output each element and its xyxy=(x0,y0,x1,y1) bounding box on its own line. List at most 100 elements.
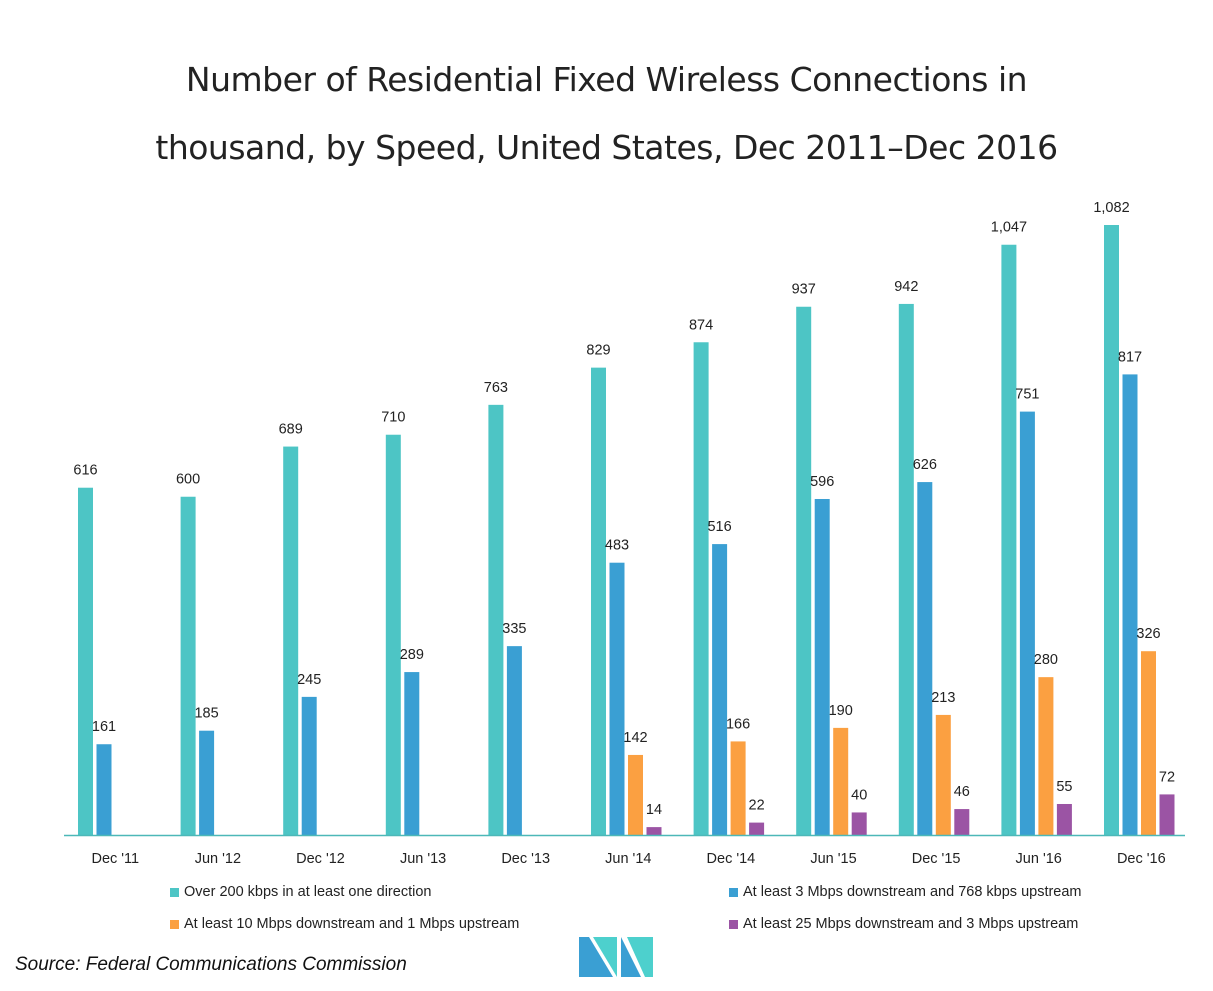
data-label: 142 xyxy=(623,730,647,746)
legend-item-3-mbps: At least 3 Mbps downstream and 768 kbps … xyxy=(729,884,1082,900)
legend-label: At least 25 Mbps downstream and 3 Mbps u… xyxy=(743,916,1079,932)
data-label: 22 xyxy=(749,798,765,814)
bar xyxy=(199,730,215,835)
legend-swatch xyxy=(170,919,179,929)
data-label: 874 xyxy=(689,317,713,333)
data-label: 72 xyxy=(1159,769,1175,785)
legend-item-10-mbps: At least 10 Mbps downstream and 1 Mbps u… xyxy=(170,916,519,932)
legend-swatch xyxy=(729,919,738,929)
data-label: 596 xyxy=(810,474,834,490)
legend-item-over-200-kbps: Over 200 kbps in at least one direction xyxy=(170,884,431,900)
logo-left-shape xyxy=(579,937,613,977)
logo-middle-shape xyxy=(593,937,617,977)
data-label: 280 xyxy=(1034,652,1058,668)
bar xyxy=(1104,225,1119,835)
bar xyxy=(749,822,765,835)
data-label: 166 xyxy=(726,716,750,732)
bar xyxy=(851,812,867,835)
bar xyxy=(712,544,728,835)
data-label: 710 xyxy=(381,410,405,426)
data-label: 245 xyxy=(297,672,321,688)
bar xyxy=(301,696,317,835)
bar xyxy=(730,741,746,835)
bar xyxy=(628,754,643,835)
x-tick-label: Dec '15 xyxy=(912,851,961,867)
bar xyxy=(1141,651,1156,835)
bar xyxy=(898,303,914,835)
data-label: 46 xyxy=(954,784,970,800)
bar xyxy=(1159,794,1175,835)
bar xyxy=(1056,803,1072,835)
x-tick-label: Jun '16 xyxy=(1016,851,1062,867)
bar xyxy=(1019,411,1035,835)
data-label: 763 xyxy=(484,380,508,396)
data-label: 817 xyxy=(1118,349,1142,365)
bar xyxy=(591,367,606,835)
x-tick-label: Jun '14 xyxy=(605,851,651,867)
legend-label: At least 3 Mbps downstream and 768 kbps … xyxy=(743,884,1082,900)
data-label: 937 xyxy=(792,282,816,298)
data-label: 326 xyxy=(1136,626,1160,642)
x-tick-label: Jun '15 xyxy=(810,851,856,867)
logo-right-dark-shape xyxy=(621,937,641,977)
data-label: 689 xyxy=(279,422,303,438)
bar xyxy=(693,342,709,835)
x-tick-label: Dec '14 xyxy=(707,851,756,867)
data-label: 185 xyxy=(194,706,218,722)
chart-title-line-1: Number of Residential Fixed Wireless Con… xyxy=(185,60,1028,99)
data-label: 829 xyxy=(586,343,610,359)
data-label: 40 xyxy=(851,787,867,803)
bar xyxy=(385,434,401,835)
x-tick-label: Jun '13 xyxy=(400,851,446,867)
data-label: 1,047 xyxy=(991,220,1027,236)
data-label: 335 xyxy=(502,621,526,637)
bar xyxy=(1038,677,1054,835)
data-label: 1,082 xyxy=(1093,200,1129,216)
chart-title-line-2: thousand, by Speed, United States, Dec 2… xyxy=(155,128,1058,167)
bar xyxy=(404,672,420,835)
bar xyxy=(814,498,830,835)
bar xyxy=(283,446,299,835)
data-label: 600 xyxy=(176,472,200,488)
bar xyxy=(609,562,625,835)
x-tick-label: Dec '13 xyxy=(501,851,550,867)
x-tick-label: Dec '11 xyxy=(91,851,139,867)
bar xyxy=(506,646,522,835)
bar xyxy=(833,727,849,835)
logo-right-light-shape xyxy=(627,937,653,977)
x-tick-label: Dec '16 xyxy=(1117,851,1166,867)
data-label: 516 xyxy=(707,519,731,535)
bar xyxy=(488,404,504,835)
data-label: 14 xyxy=(646,802,662,818)
bar xyxy=(78,487,93,835)
data-label: 289 xyxy=(400,647,424,663)
data-label: 942 xyxy=(894,279,918,295)
x-tick-label: Dec '12 xyxy=(296,851,345,867)
bar xyxy=(954,809,970,835)
bar xyxy=(935,714,951,835)
legend-swatch xyxy=(729,887,738,897)
data-label: 161 xyxy=(92,719,116,735)
data-label: 55 xyxy=(1056,779,1072,795)
bar xyxy=(180,496,196,835)
bar xyxy=(1122,374,1138,835)
data-label: 751 xyxy=(1015,387,1039,403)
bar xyxy=(796,306,812,835)
data-label: 626 xyxy=(913,457,937,473)
x-tick-label: Jun '12 xyxy=(195,851,241,867)
legend-label: At least 10 Mbps downstream and 1 Mbps u… xyxy=(184,916,520,932)
legend-item-25-mbps: At least 25 Mbps downstream and 3 Mbps u… xyxy=(729,916,1078,932)
bar xyxy=(96,744,112,835)
data-label: 616 xyxy=(73,463,97,479)
data-label: 213 xyxy=(931,690,955,706)
legend-swatch xyxy=(170,887,179,897)
source-note: Source: Federal Communications Commissio… xyxy=(15,954,407,975)
data-label: 483 xyxy=(605,538,629,554)
legend-label: Over 200 kbps in at least one direction xyxy=(184,884,432,900)
data-label: 190 xyxy=(829,703,853,719)
bar xyxy=(917,482,933,835)
brand-logo-icon xyxy=(579,937,653,977)
bar xyxy=(646,827,662,835)
bar xyxy=(1001,244,1017,835)
